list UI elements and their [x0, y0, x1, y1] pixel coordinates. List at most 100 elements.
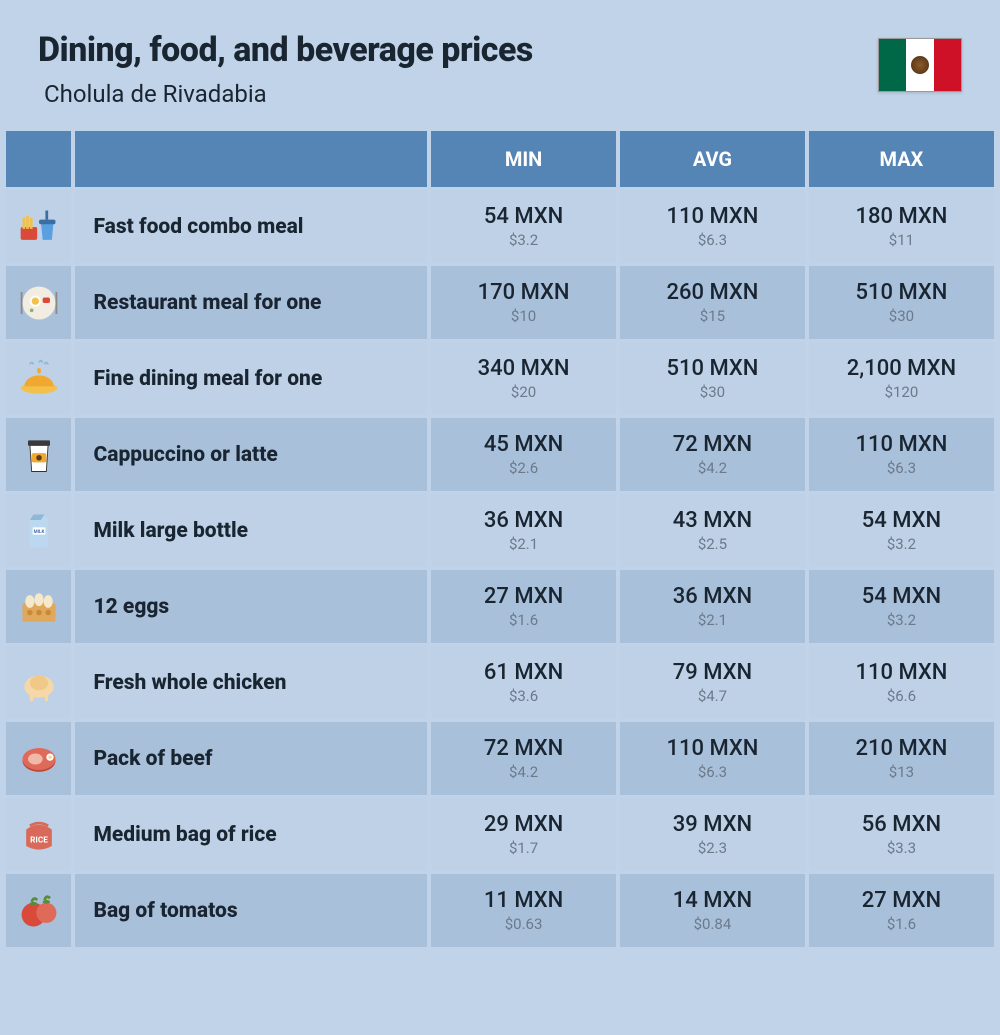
table-row: Medium bag of rice29 MXN$1.739 MXN$2.356…: [6, 798, 994, 871]
row-label: Medium bag of rice: [75, 798, 427, 871]
price-max-usd: $11: [809, 231, 994, 249]
price-min-mxn: 72 MXN: [431, 736, 616, 761]
price-max-mxn: 110 MXN: [809, 660, 994, 685]
price-avg: 14 MXN $0.84: [620, 874, 805, 947]
price-avg: 110 MXN $6.3: [620, 190, 805, 263]
header-text: Dining, food, and beverage prices Cholul…: [38, 30, 533, 108]
price-max-usd: $13: [809, 763, 994, 781]
row-icon-cell: [6, 646, 71, 719]
header-min: MIN: [431, 131, 616, 187]
coffee-icon: [17, 433, 61, 477]
page-subtitle: Cholula de Rivadabia: [44, 80, 533, 108]
header: Dining, food, and beverage prices Cholul…: [0, 0, 1000, 128]
row-label: Fine dining meal for one: [75, 342, 427, 415]
price-min-mxn: 54 MXN: [431, 204, 616, 229]
price-min-usd: $10: [431, 307, 616, 325]
price-table: MIN AVG MAX Fast food combo meal54 MXN$3…: [0, 128, 1000, 950]
price-max-mxn: 180 MXN: [809, 204, 994, 229]
price-avg: 72 MXN$4.2: [620, 418, 805, 491]
price-min-usd: $0.63: [431, 915, 616, 933]
price-avg-usd: $2.1: [620, 611, 805, 629]
price-min-mxn: 36 MXN: [431, 508, 616, 533]
row-icon-cell: [6, 190, 71, 263]
price-avg-usd: $15: [620, 307, 805, 325]
price-max-usd: $3.3: [809, 839, 994, 857]
price-min-usd: $3.6: [431, 687, 616, 705]
price-min: 170 MXN $10: [431, 266, 616, 339]
table-row: Restaurant meal for one170 MXN $10260 MXN…: [6, 266, 994, 339]
row-label: 12 eggs: [75, 570, 427, 643]
price-min-mxn: 27 MXN: [431, 584, 616, 609]
fine-dining-icon: [17, 357, 61, 401]
price-max: 54 MXN$3.2: [809, 570, 994, 643]
price-min: 45 MXN$2.6: [431, 418, 616, 491]
price-max: 210 MXN$13: [809, 722, 994, 795]
price-min: 36 MXN $2.1: [431, 494, 616, 567]
price-min-usd: $2.1: [431, 535, 616, 553]
price-avg-usd: $2.3: [620, 839, 805, 857]
price-min-usd: $4.2: [431, 763, 616, 781]
row-icon-cell: [6, 722, 71, 795]
mexico-flag-icon: [878, 38, 962, 92]
price-min: 54 MXN$3.2: [431, 190, 616, 263]
table-row: Fast food combo meal54 MXN$3.2110 MXN $6.…: [6, 190, 994, 263]
price-min-mxn: 29 MXN: [431, 812, 616, 837]
price-avg-mxn: 260 MXN: [620, 280, 805, 305]
price-avg-usd: $6.3: [620, 231, 805, 249]
price-max-usd: $1.6: [809, 915, 994, 933]
row-icon-cell: [6, 418, 71, 491]
row-icon-cell: [6, 570, 71, 643]
price-max-usd: $3.2: [809, 535, 994, 553]
row-label: Milk large bottle: [75, 494, 427, 567]
price-max: 2,100 MXN$120: [809, 342, 994, 415]
price-min: 27 MXN $1.6: [431, 570, 616, 643]
price-avg-usd: $2.5: [620, 535, 805, 553]
price-max-usd: $6.3: [809, 459, 994, 477]
price-avg: 79 MXN $4.7: [620, 646, 805, 719]
table-row: Fresh whole chicken61 MXN $3.679 MXN $4.71…: [6, 646, 994, 719]
price-avg-usd: $0.84: [620, 915, 805, 933]
price-avg-usd: $4.7: [620, 687, 805, 705]
price-avg-mxn: 36 MXN: [620, 584, 805, 609]
price-min-usd: $1.7: [431, 839, 616, 857]
beef-icon: [17, 737, 61, 781]
price-min-mxn: 340 MXN: [431, 356, 616, 381]
price-min-mxn: 170 MXN: [431, 280, 616, 305]
price-avg-usd: $6.3: [620, 763, 805, 781]
price-max-usd: $30: [809, 307, 994, 325]
price-avg-mxn: 79 MXN: [620, 660, 805, 685]
chicken-icon: [17, 661, 61, 705]
table-row: Bag of tomatos11 MXN$0.6314 MXN$0.8427 M…: [6, 874, 994, 947]
page-title: Dining, food, and beverage prices: [38, 30, 533, 70]
price-max-mxn: 27 MXN: [809, 888, 994, 913]
price-max-usd: $3.2: [809, 611, 994, 629]
price-max-mxn: 54 MXN: [809, 508, 994, 533]
row-label: Fast food combo meal: [75, 190, 427, 263]
price-max-mxn: 2,100 MXN: [809, 356, 994, 381]
row-icon-cell: [6, 342, 71, 415]
table-row: Cappuccino or latte45 MXN$2.672 MXN$4.21…: [6, 418, 994, 491]
price-max: 54 MXN $3.2: [809, 494, 994, 567]
price-min: 29 MXN $1.7: [431, 798, 616, 871]
price-min-mxn: 61 MXN: [431, 660, 616, 685]
price-avg-mxn: 110 MXN: [620, 736, 805, 761]
tomato-icon: [17, 889, 61, 933]
header-label-col: [75, 131, 427, 187]
row-label: Fresh whole chicken: [75, 646, 427, 719]
price-avg-usd: $4.2: [620, 459, 805, 477]
price-min: 61 MXN $3.6: [431, 646, 616, 719]
price-max-mxn: 56 MXN: [809, 812, 994, 837]
price-avg-mxn: 110 MXN: [620, 204, 805, 229]
price-max: 27 MXN $1.6: [809, 874, 994, 947]
row-label: Cappuccino or latte: [75, 418, 427, 491]
price-min-mxn: 11 MXN: [431, 888, 616, 913]
price-avg-usd: $30: [620, 383, 805, 401]
price-max: 110 MXN$6.6: [809, 646, 994, 719]
price-avg-mxn: 14 MXN: [620, 888, 805, 913]
price-min-usd: $1.6: [431, 611, 616, 629]
price-max-mxn: 510 MXN: [809, 280, 994, 305]
price-avg: 510 MXN$30: [620, 342, 805, 415]
row-label: Restaurant meal for one: [75, 266, 427, 339]
row-icon-cell: [6, 266, 71, 339]
header-max: MAX: [809, 131, 994, 187]
